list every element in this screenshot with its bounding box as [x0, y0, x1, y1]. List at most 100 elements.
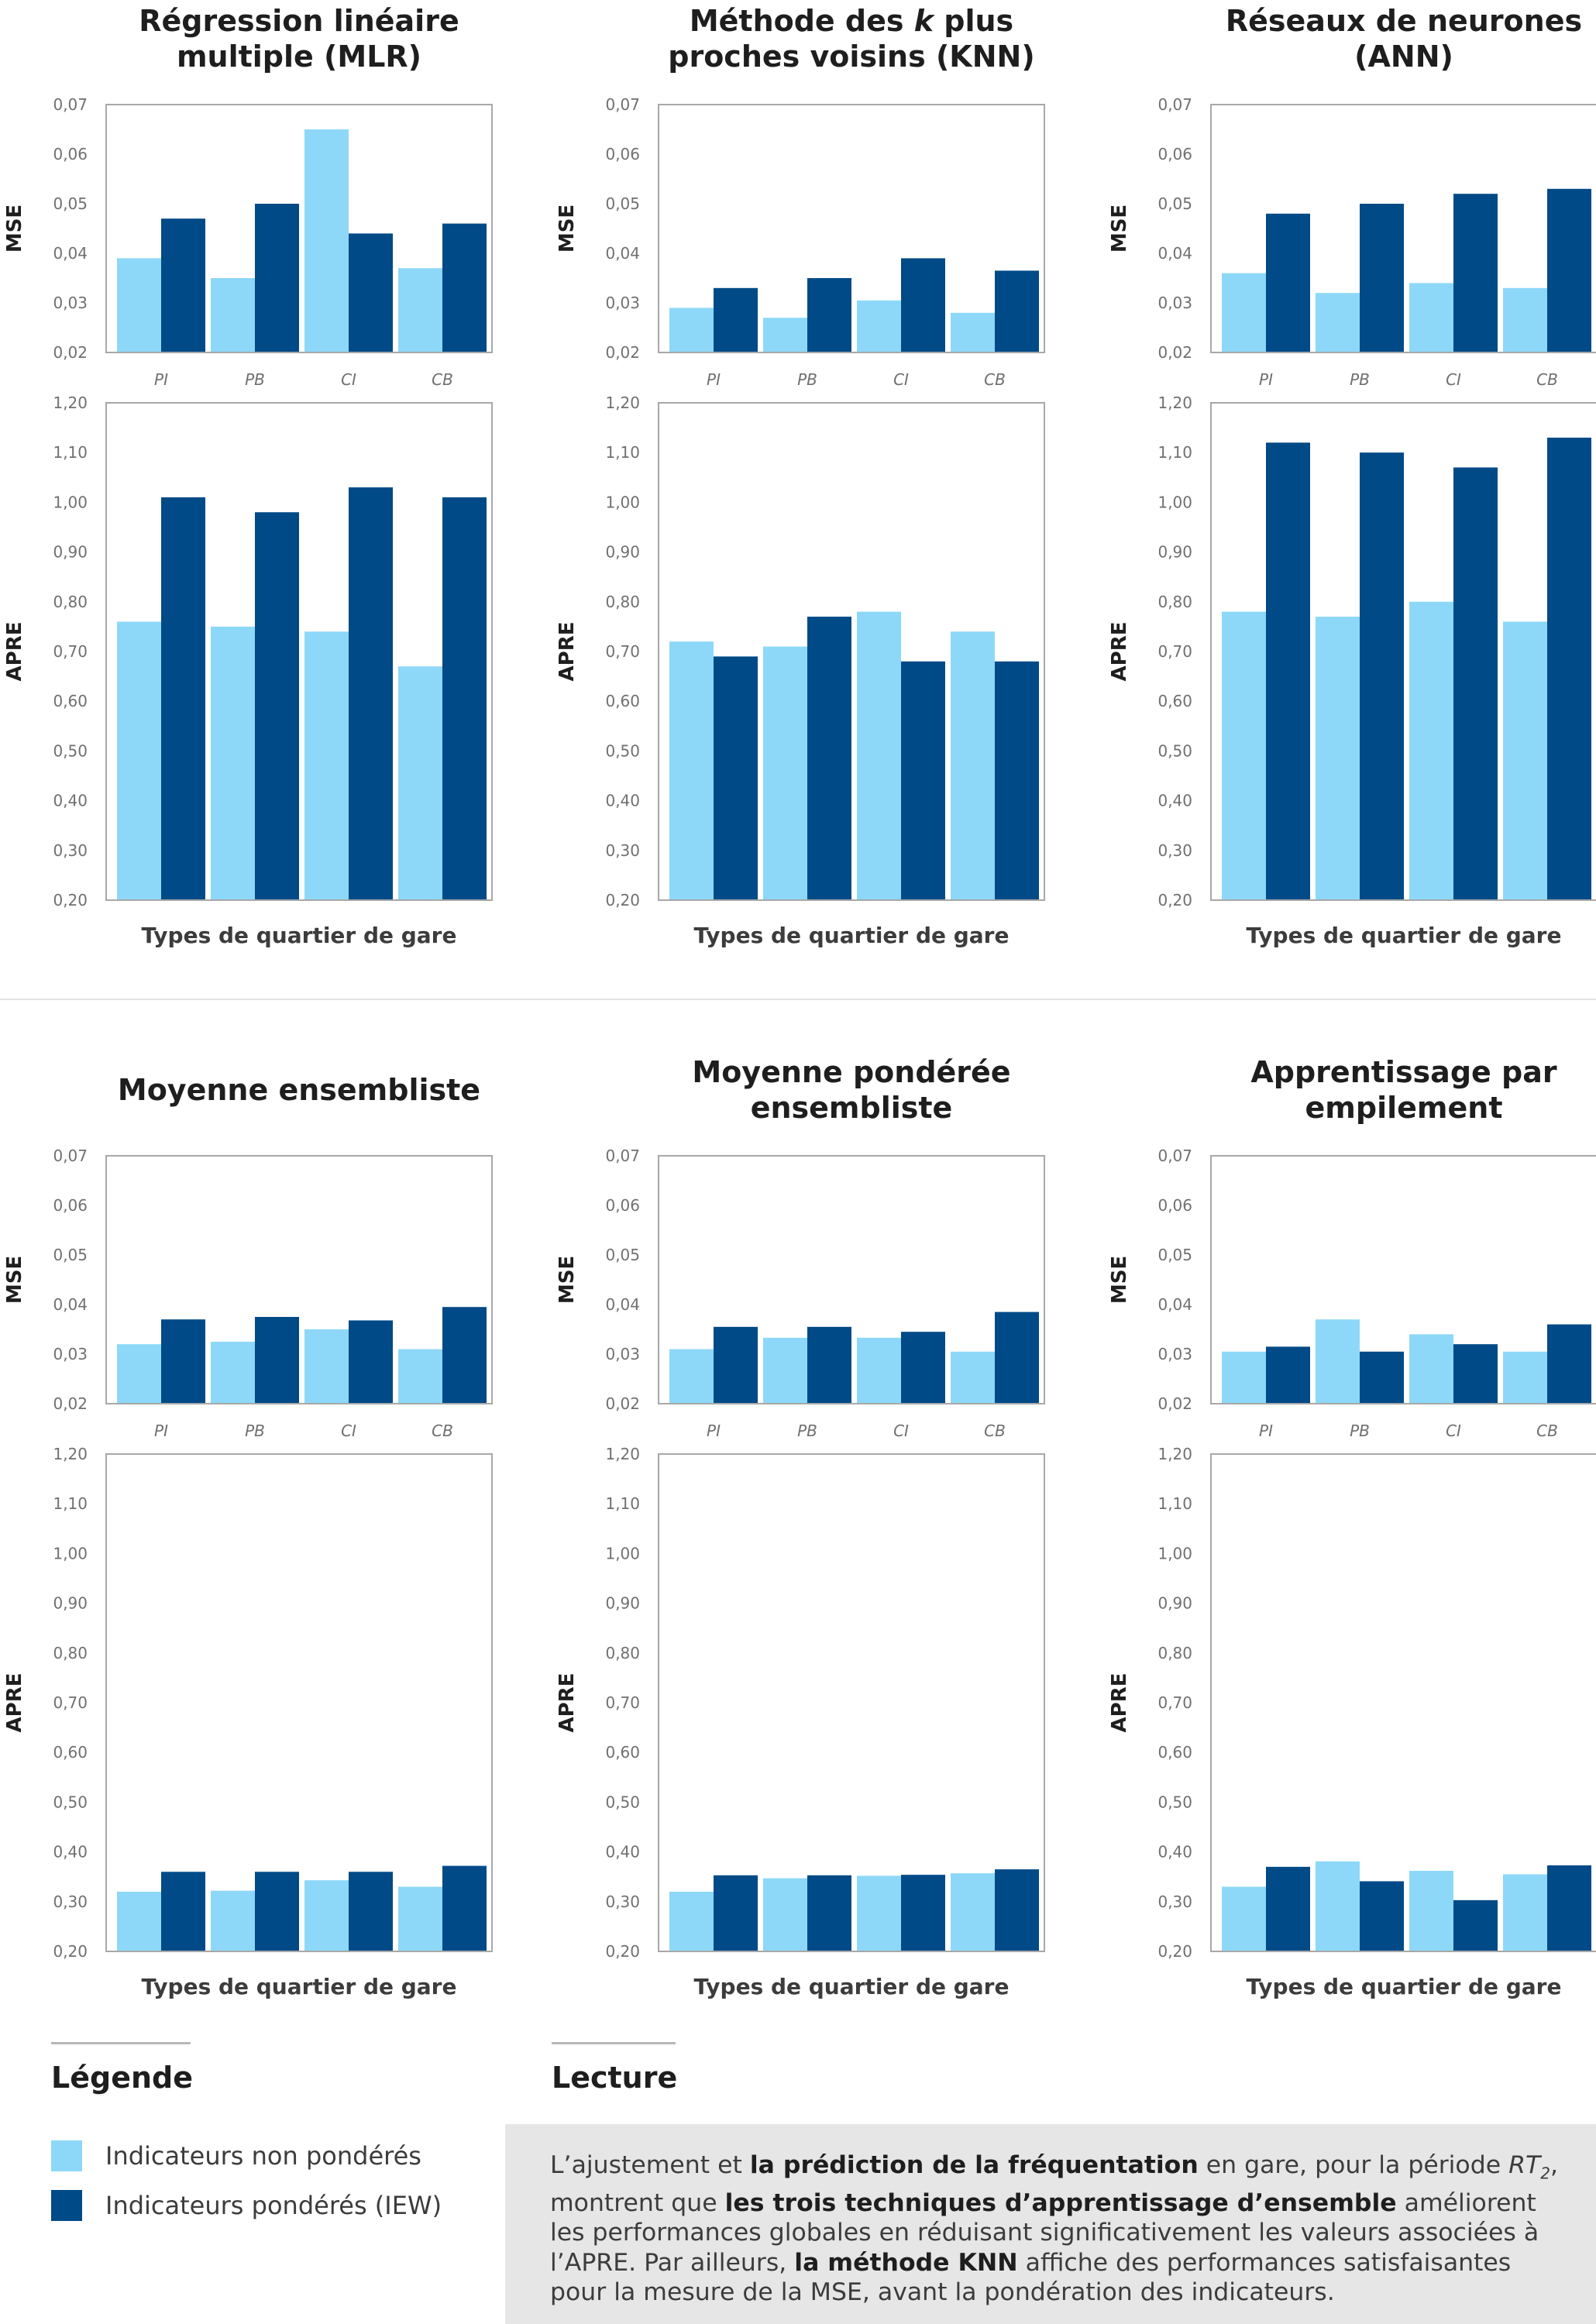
- mse-ytick: 0,02: [53, 343, 88, 362]
- mse-frame: [105, 1155, 493, 1404]
- x-axis-label: Types de quartier de gare: [1247, 923, 1562, 948]
- apre-ytick: 0,90: [53, 1594, 88, 1613]
- mse-ylabel: MSE: [3, 205, 26, 253]
- mse-bar-pi-unweighted: [669, 308, 714, 352]
- lecture-fragment: améliorent les performances globales en …: [550, 2188, 1539, 2277]
- mse-ylabel: MSE: [3, 1256, 26, 1304]
- mse-ytick: 0,02: [1157, 343, 1192, 362]
- category-label: PB: [1350, 370, 1370, 389]
- apre-ytick: 0,90: [605, 543, 640, 562]
- apre-ytick: 0,60: [1157, 692, 1192, 710]
- mse-ylabel: MSE: [556, 205, 579, 253]
- apre-ytick: 0,50: [605, 741, 640, 760]
- mse-bar-pb-weighted: [807, 278, 851, 352]
- lecture-rule: [552, 2042, 676, 2044]
- apre-ytick: 0,40: [53, 1843, 88, 1862]
- mse-bar-pi-unweighted: [1222, 1351, 1266, 1404]
- apre-bar-pi-unweighted: [669, 641, 714, 900]
- chart-title: Régression linéaire multiple (MLR): [139, 4, 459, 74]
- mse-bar-ci-unweighted: [304, 1329, 349, 1404]
- mse-ytick: 0,03: [605, 1345, 640, 1363]
- apre-ytick: 0,70: [53, 642, 88, 661]
- apre-bar-ci-weighted: [349, 1872, 393, 1951]
- lecture-fragment: en gare, pour la période: [1198, 2151, 1509, 2179]
- apre-ytick: 0,50: [1157, 1793, 1192, 1811]
- category-label: CI: [341, 1422, 356, 1440]
- mse-ytick: 0,03: [53, 1345, 88, 1363]
- apre-ytick: 1,00: [605, 493, 640, 511]
- lecture-fragment: affiche des performances satisfaisantes …: [550, 2248, 1512, 2307]
- mse-bar-pb-unweighted: [763, 318, 807, 352]
- apre-ytick: 0,90: [605, 1594, 640, 1613]
- apre-bar-pi-weighted: [161, 1872, 205, 1951]
- mse-ytick: 0,07: [1157, 95, 1192, 114]
- mse-bar-pb-unweighted: [1316, 293, 1360, 352]
- apre-bar-pb-weighted: [1360, 1881, 1404, 1951]
- mse-bar-pi-unweighted: [669, 1349, 714, 1404]
- apre-frame: [105, 402, 493, 901]
- apre-bar-pb-weighted: [807, 1875, 851, 1951]
- apre-ytick: 1,00: [1157, 1544, 1192, 1563]
- mse-ytick: 0,02: [605, 343, 640, 362]
- mse-frame: [1210, 1155, 1596, 1404]
- mse-ytick: 0,07: [53, 1147, 88, 1165]
- lecture-fragment: les trois techniques d’apprentissage d’e…: [724, 2188, 1397, 2217]
- apre-ytick: 0,90: [1157, 1594, 1192, 1613]
- mse-ytick: 0,04: [605, 1295, 640, 1314]
- lecture-fragment: RT: [1508, 2151, 1541, 2179]
- category-label: PB: [245, 370, 265, 389]
- apre-frame: [658, 402, 1045, 901]
- apre-ytick: 1,20: [53, 394, 88, 412]
- category-label: CB: [1536, 1422, 1558, 1440]
- apre-bar-cb-unweighted: [398, 666, 442, 900]
- apre-ytick: 0,30: [1157, 1893, 1192, 1911]
- apre-bar-pi-unweighted: [1222, 611, 1266, 900]
- legend-swatch-weighted: [51, 2190, 82, 2221]
- mse-bar-pb-weighted: [1360, 204, 1404, 352]
- chart-2: Méthode des k plus proches voisins (KNN) 0…: [556, 4, 1045, 948]
- category-label: PI: [1259, 370, 1273, 389]
- apre-bar-ci-weighted: [901, 1875, 945, 1951]
- chart-3: Réseaux de neurones (ANN) 0,02 0,03 0,04 0,05…: [1108, 4, 1596, 948]
- mse-bar-pb-weighted: [807, 1326, 851, 1404]
- mse-bar-cb-unweighted: [398, 1349, 442, 1404]
- mse-ylabel: MSE: [1108, 205, 1131, 253]
- mse-ytick: 0,05: [1157, 1246, 1192, 1264]
- mse-bar-ci-weighted: [1453, 194, 1498, 352]
- lecture-box: L’ajustement et la prédiction de la fréq…: [505, 2124, 1596, 2324]
- apre-ytick: 0,50: [1157, 741, 1192, 760]
- x-axis-label: Types de quartier de gare: [694, 923, 1010, 948]
- mse-bar-pb-unweighted: [1316, 1319, 1360, 1404]
- apre-ytick: 0,80: [53, 593, 88, 611]
- apre-bar-cb-unweighted: [951, 1873, 995, 1951]
- mse-ytick: 0,06: [605, 145, 640, 163]
- apre-ytick: 0,30: [605, 841, 640, 860]
- mse-ytick: 0,07: [605, 1147, 640, 1165]
- mse-bar-pi-weighted: [714, 1326, 758, 1404]
- apre-ytick: 1,10: [1157, 1494, 1192, 1513]
- legend-item-unweighted: Indicateurs non pondérés: [51, 2140, 421, 2172]
- chart-1: Régression linéaire multiple (MLR) 0,02 0,0…: [3, 4, 493, 948]
- mse-bar-pb-unweighted: [211, 278, 255, 352]
- mse-ytick: 0,02: [1157, 1394, 1192, 1413]
- apre-ytick: 0,70: [605, 642, 640, 661]
- apre-bar-pb-weighted: [255, 512, 299, 900]
- apre-bar-ci-weighted: [901, 661, 945, 900]
- apre-ytick: 1,20: [605, 1445, 640, 1463]
- apre-ytick: 0,40: [1157, 792, 1192, 810]
- apre-ytick: 0,70: [53, 1693, 88, 1712]
- mse-ytick: 0,06: [1157, 145, 1192, 163]
- apre-ytick: 0,70: [1157, 642, 1192, 661]
- mse-ylabel: MSE: [556, 1256, 579, 1304]
- category-label: PB: [1350, 1422, 1370, 1440]
- apre-ytick: 0,40: [605, 792, 640, 810]
- category-label: CB: [984, 370, 1006, 389]
- mse-bar-cb-unweighted: [951, 1351, 995, 1404]
- apre-bar-ci-unweighted: [1409, 1870, 1453, 1951]
- legend-swatch-unweighted: [51, 2140, 82, 2171]
- apre-ytick: 0,20: [53, 1942, 88, 1961]
- apre-bar-pb-unweighted: [211, 626, 255, 900]
- figure: Régression linéaire multiple (MLR) 0,02 0,0…: [0, 4, 1596, 1999]
- apre-bar-ci-unweighted: [304, 1880, 349, 1951]
- category-label: PB: [797, 1422, 817, 1440]
